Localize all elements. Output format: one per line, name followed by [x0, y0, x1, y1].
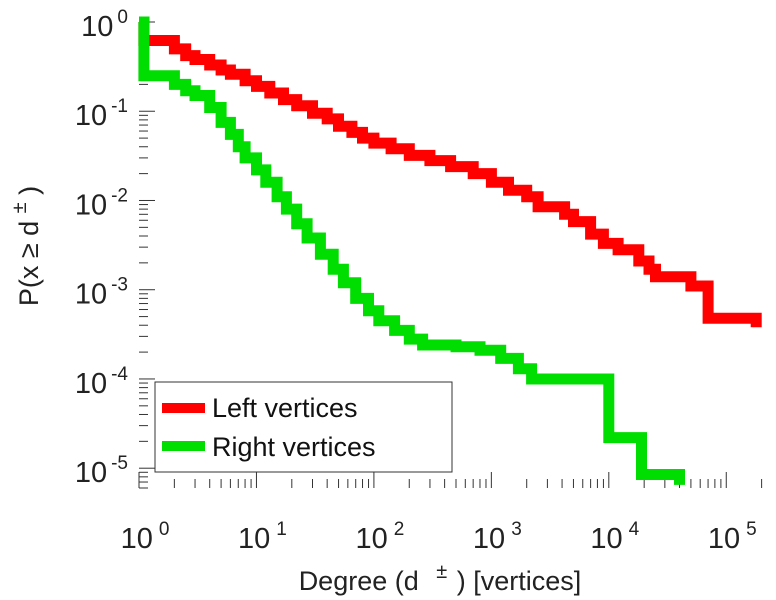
y-tick-exp: 0 [117, 7, 128, 28]
y-tick-exp: -2 [111, 185, 128, 206]
y-axis-label-pre: P(x ≥ d [14, 221, 44, 306]
y-tick-exp: -3 [111, 275, 128, 296]
x-tick-base: 10 [473, 523, 505, 555]
y-tick-base: 10 [81, 11, 113, 43]
x-tick-label: 10 4 [590, 519, 639, 555]
y-tick-label: 10 -3 [75, 275, 128, 311]
x-tick-label: 10 5 [708, 519, 757, 555]
data-series [138, 16, 762, 485]
y-axis-label: P(x ≥ d ± ) [2, 186, 44, 306]
x-tick-exp: 3 [511, 519, 522, 540]
y-tick-base: 10 [75, 189, 107, 221]
y-tick-exp: -5 [111, 453, 128, 474]
axis-ticks [138, 21, 763, 489]
x-tick-base: 10 [590, 523, 622, 555]
x-tick-label: 10 3 [473, 519, 522, 555]
x-tick-exp: 5 [746, 519, 757, 540]
x-axis-label-post: ) [vertices] [457, 566, 582, 596]
x-tick-label: 10 1 [238, 519, 287, 555]
legend-label-right: Right vertices [212, 432, 376, 462]
series-line-right [138, 16, 685, 485]
x-tick-exp: 2 [394, 519, 405, 540]
y-tick-label: 10 -4 [75, 364, 129, 400]
y-tick-base: 10 [75, 368, 107, 400]
x-tick-exp: 1 [276, 519, 287, 540]
x-tick-label: 10 0 [121, 519, 170, 555]
y-tick-base: 10 [75, 279, 107, 311]
x-tick-base: 10 [708, 523, 740, 555]
legend: Left vertices Right vertices [154, 381, 453, 473]
x-axis-label-pre: Degree (d [299, 566, 419, 596]
x-tick-exp: 0 [159, 519, 170, 540]
y-tick-exp: -1 [111, 96, 128, 117]
x-tick-labels: 10 0 10 1 10 2 10 3 10 4 10 5 [121, 519, 757, 555]
x-tick-label: 10 2 [355, 519, 404, 555]
y-tick-label: 10 -1 [75, 96, 128, 132]
y-tick-label: 10 0 [81, 7, 128, 43]
x-tick-base: 10 [238, 523, 270, 555]
legend-label-left: Left vertices [212, 393, 358, 423]
x-tick-exp: 4 [629, 519, 640, 540]
x-tick-base: 10 [121, 523, 153, 555]
y-tick-exp: -4 [111, 364, 128, 385]
y-tick-label: 10 -5 [75, 453, 128, 489]
x-axis-label-sup: ± [436, 561, 447, 583]
y-tick-base: 10 [75, 100, 107, 132]
x-tick-base: 10 [355, 523, 387, 555]
legend-box [154, 381, 453, 473]
y-axis-label-sup: ± [9, 202, 31, 213]
series-line-left [138, 16, 762, 328]
y-axis-label-post: ) [14, 186, 44, 195]
y-tick-label: 10 -2 [75, 185, 128, 221]
x-axis-label: Degree (d ± ) [vertices] [299, 554, 582, 596]
y-tick-base: 10 [75, 457, 107, 489]
